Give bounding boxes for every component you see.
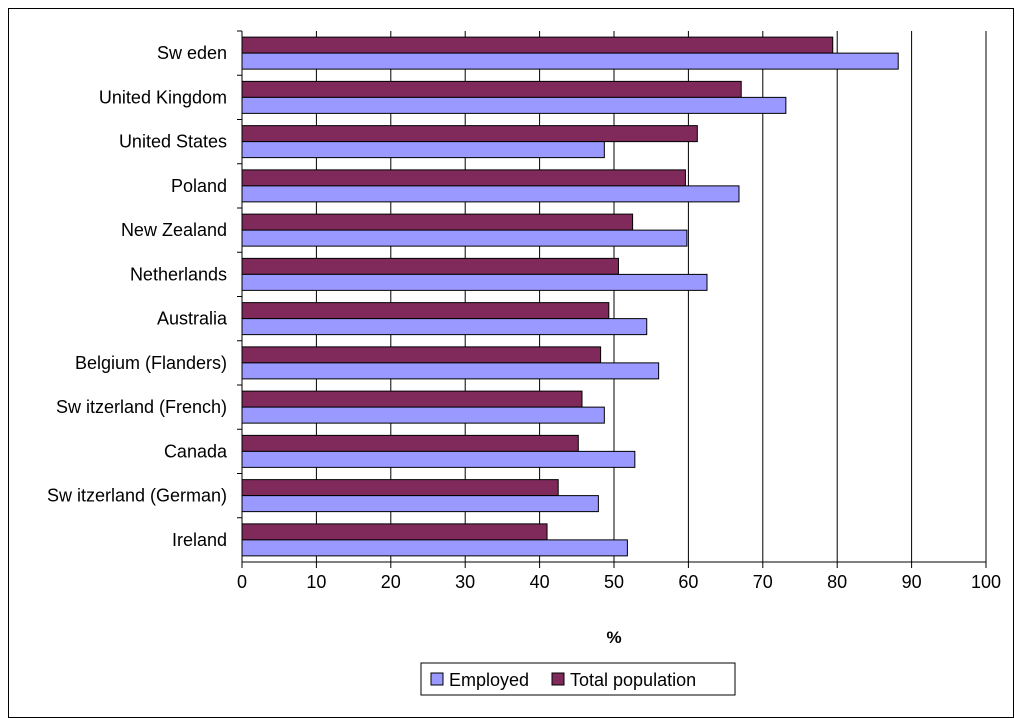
category-label: Sw eden [157, 43, 227, 63]
bar-employed [241, 141, 605, 159]
x-tick-label: 70 [753, 572, 773, 592]
legend-box [420, 662, 736, 696]
x-tick-label: 0 [237, 572, 247, 592]
category-label: Poland [171, 176, 227, 196]
legend-label-total-population: Total population [570, 670, 696, 690]
bars [241, 36, 899, 557]
gridlines [315, 31, 987, 562]
bar-total-population [241, 434, 579, 452]
category-label: Belgium (Flanders) [75, 353, 227, 373]
bar-total-population [241, 390, 583, 408]
bar-total-population [241, 213, 634, 231]
legend-swatch-employed [430, 672, 444, 686]
bar-employed [241, 229, 688, 247]
bar-total-population [241, 169, 686, 187]
category-label: United Kingdom [99, 87, 227, 107]
x-tick-label: 40 [530, 572, 550, 592]
category-labels: Sw eden United Kingdom United States Poland… [47, 43, 228, 550]
x-tick-label: 90 [902, 572, 922, 592]
legend-swatch-total-population [551, 672, 565, 686]
category-label: Canada [164, 441, 228, 461]
x-axis-title: % [606, 628, 621, 647]
category-label: Sw itzerland (German) [47, 486, 227, 506]
category-label: United States [119, 132, 227, 152]
legend: Employed Total population [420, 662, 736, 696]
bar-employed [241, 495, 599, 513]
category-label: Australia [157, 309, 228, 329]
bar-total-population [241, 523, 548, 541]
bar-total-population [241, 36, 834, 54]
x-tick-label: 50 [604, 572, 624, 592]
bar-employed [241, 362, 660, 380]
bar-total-population [241, 125, 698, 143]
bar-employed [241, 539, 628, 557]
x-tick-label: 10 [306, 572, 326, 592]
x-tick-label: 100 [971, 572, 1001, 592]
bar-total-population [241, 346, 602, 364]
bar-employed [241, 318, 648, 336]
x-tick-label: 30 [455, 572, 475, 592]
axes: 0 10 20 30 40 50 60 70 80 90 100 [237, 30, 1001, 592]
category-label: Netherlands [130, 264, 227, 284]
bar-employed [241, 273, 708, 291]
bar-employed [241, 52, 899, 70]
bar-total-population [241, 302, 610, 320]
bar-employed [241, 185, 740, 203]
bar-employed [241, 450, 636, 468]
bar-total-population [241, 80, 742, 98]
legend-label-employed: Employed [449, 670, 529, 690]
bar-total-population [241, 479, 559, 497]
x-tick-label: 60 [678, 572, 698, 592]
bar-employed [241, 406, 605, 424]
x-tick-label: 20 [381, 572, 401, 592]
category-label: Sw itzerland (French) [56, 397, 227, 417]
bar-employed [241, 96, 787, 114]
category-label: Ireland [172, 530, 227, 550]
category-label: New Zealand [121, 220, 227, 240]
bar-total-population [241, 257, 619, 275]
x-tick-label: 80 [827, 572, 847, 592]
